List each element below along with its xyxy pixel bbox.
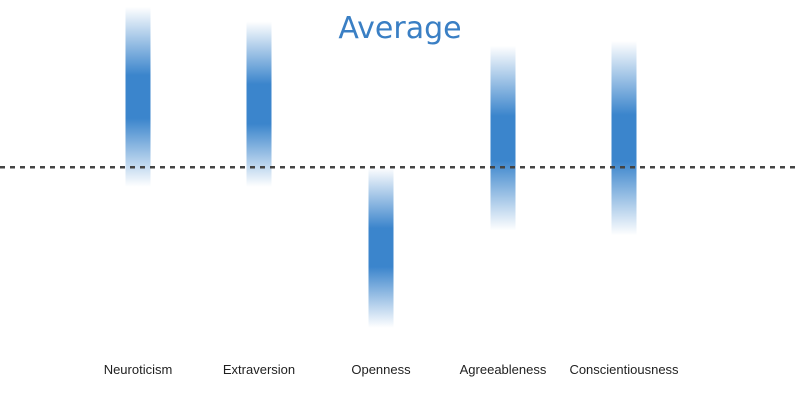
chart-title: Average: [338, 11, 461, 46]
category-label-agreeableness: Agreeableness: [460, 362, 547, 377]
bar-extraversion: [246, 21, 272, 187]
bar-openness: [368, 167, 394, 328]
bars-group: [125, 6, 637, 328]
category-label-openness: Openness: [351, 362, 411, 377]
bar-conscientiousness: [611, 40, 637, 236]
category-labels-group: Neuroticism Extraversion Openness Agreeable…: [104, 362, 679, 377]
bar-neuroticism: [125, 6, 151, 187]
bar-agreeableness: [490, 45, 516, 231]
category-label-conscientiousness: Conscientiousness: [569, 362, 679, 377]
category-label-neuroticism: Neuroticism: [104, 362, 173, 377]
category-label-extraversion: Extraversion: [223, 362, 295, 377]
